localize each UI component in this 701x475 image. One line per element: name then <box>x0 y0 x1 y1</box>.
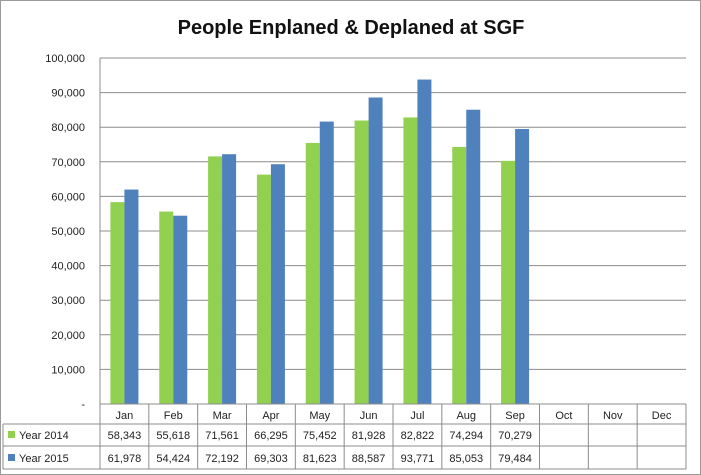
x-tick-label: Feb <box>164 410 183 422</box>
x-tick-label: Jul <box>410 410 424 422</box>
y-tick-label: 20,000 <box>51 330 85 342</box>
data-label: 79,484 <box>498 453 532 465</box>
bar-2014 <box>208 156 223 404</box>
y-tick-label: 40,000 <box>51 261 85 273</box>
data-label: 58,343 <box>108 430 142 442</box>
data-label: 69,303 <box>254 453 288 465</box>
x-tick-label: Jun <box>360 410 378 422</box>
bar-2014 <box>256 174 271 404</box>
y-tick-label: 100,000 <box>45 53 85 65</box>
y-tick-label: 80,000 <box>51 122 85 134</box>
legend-key-2014 <box>8 431 15 438</box>
data-label: 81,623 <box>303 453 337 465</box>
data-label: 71,561 <box>205 430 239 442</box>
bar-2015 <box>466 109 481 405</box>
bar-2015 <box>319 121 334 405</box>
bar-2014 <box>452 146 467 405</box>
bar-2015 <box>124 189 139 404</box>
y-tick-label: 60,000 <box>51 191 85 203</box>
data-label: 66,295 <box>254 430 288 442</box>
data-label: 85,053 <box>449 453 483 465</box>
data-label: 54,424 <box>156 453 190 465</box>
data-label: 55,618 <box>156 430 190 442</box>
y-tick-label: 50,000 <box>51 226 85 238</box>
bar-2014 <box>110 202 125 404</box>
bar-2015 <box>368 97 383 404</box>
data-label: 88,587 <box>352 453 386 465</box>
y-axis-tick-labels: - 10,000 20,000 30,000 40,000 50,000 60,000 70,… <box>45 53 85 411</box>
legend-label: Year 2015 <box>19 453 69 465</box>
data-label: 82,822 <box>401 430 435 442</box>
y-tick-label: - <box>81 399 85 411</box>
bar-2015 <box>173 215 188 404</box>
x-tick-label: Sep <box>505 410 525 422</box>
data-label: 81,928 <box>352 430 386 442</box>
x-tick-label: Nov <box>603 410 623 422</box>
legend-label: Year 2014 <box>19 430 69 442</box>
legend-key-2015 <box>8 454 15 461</box>
data-label: 72,192 <box>205 453 239 465</box>
y-tick-label: 30,000 <box>51 295 85 307</box>
x-tick-label: Jan <box>116 410 134 422</box>
bar-2014 <box>354 120 369 405</box>
x-tick-label: May <box>309 410 330 422</box>
data-label: 61,978 <box>108 453 142 465</box>
data-label: 75,452 <box>303 430 337 442</box>
bars <box>110 79 530 405</box>
grid-lines <box>99 57 686 404</box>
y-tick-label: 70,000 <box>51 157 85 169</box>
x-tick-label: Oct <box>555 410 572 422</box>
bar-2014 <box>501 160 516 404</box>
x-tick-label: Apr <box>262 410 279 422</box>
bar-2015 <box>222 154 237 404</box>
data-table: Jan Feb Mar Apr May Jun Jul Aug Sep Oct Nov Dec Year… <box>2 403 687 470</box>
x-tick-label: Aug <box>456 410 476 422</box>
bar-2014 <box>305 142 320 404</box>
bar-2015 <box>417 79 432 404</box>
x-tick-label: Dec <box>652 410 672 422</box>
bar-2014 <box>159 211 174 404</box>
y-tick-label: 10,000 <box>51 364 85 376</box>
data-label: 70,279 <box>498 430 532 442</box>
x-tick-label: Mar <box>213 410 232 422</box>
bar-2015 <box>515 128 530 405</box>
data-label: 93,771 <box>401 453 435 465</box>
y-tick-label: 90,000 <box>51 88 85 100</box>
data-label: 74,294 <box>449 430 483 442</box>
bar-2015 <box>270 164 285 404</box>
bar-2014 <box>403 117 418 404</box>
chart-title: People Enplaned & Deplaned at SGF <box>178 17 525 39</box>
